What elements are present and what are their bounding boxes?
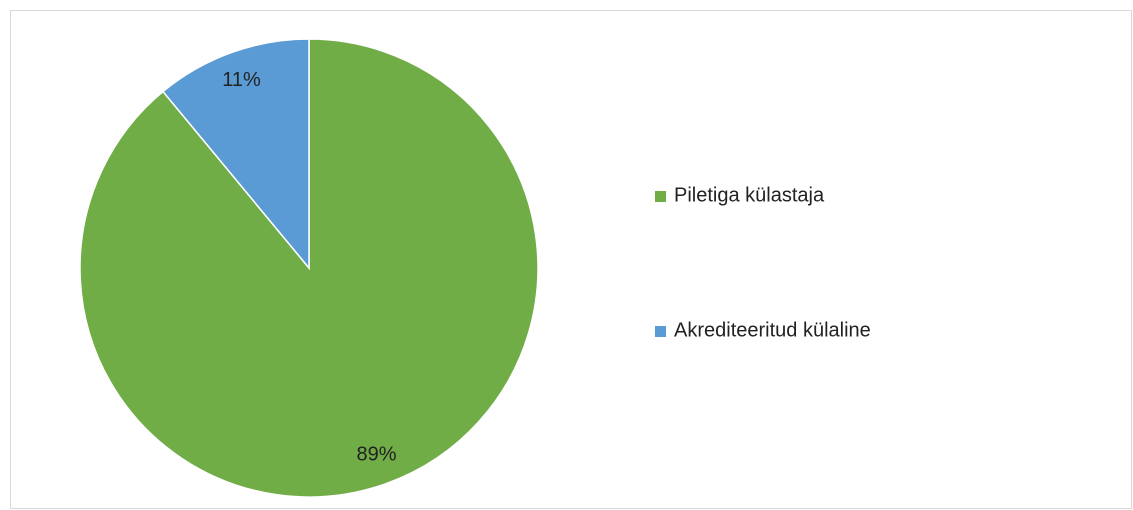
legend-swatch <box>655 326 666 337</box>
pie-slice <box>161 38 310 271</box>
data-label: 11% <box>222 69 261 91</box>
legend-label: Piletiga külastaja <box>674 184 825 206</box>
legend-label: Akrediteeritud külaline <box>674 319 871 341</box>
legend-swatch <box>655 191 666 202</box>
data-label: 89% <box>356 444 396 466</box>
